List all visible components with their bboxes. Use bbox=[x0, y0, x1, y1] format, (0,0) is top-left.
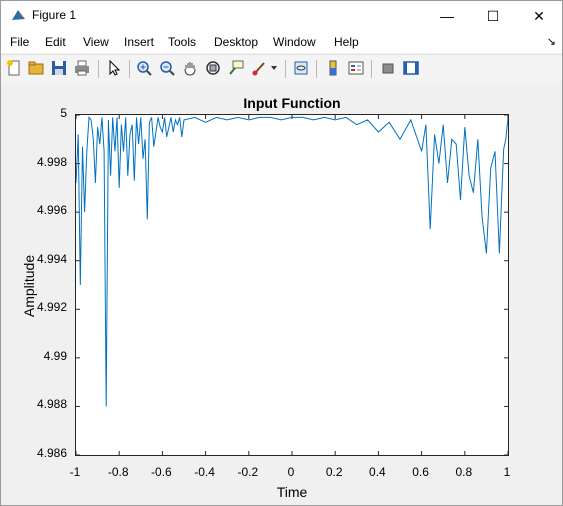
y-tick-label: 4.994 bbox=[36, 251, 67, 266]
x-tick-label: 0.4 bbox=[369, 465, 386, 479]
pointer-icon[interactable] bbox=[105, 59, 123, 77]
x-tick-label: 0.2 bbox=[325, 465, 343, 479]
open-file-icon[interactable] bbox=[27, 59, 45, 77]
menu-file[interactable]: File bbox=[10, 35, 30, 49]
print-icon[interactable] bbox=[73, 59, 91, 77]
new-figure-icon[interactable] bbox=[5, 59, 23, 77]
plot-axes[interactable] bbox=[75, 114, 509, 456]
pan-icon[interactable] bbox=[181, 59, 199, 77]
menu-window[interactable]: Window bbox=[273, 35, 316, 49]
x-tick-label: 0 bbox=[287, 465, 295, 479]
menu-tools[interactable]: Tools bbox=[168, 35, 197, 49]
insert-colorbar-icon[interactable] bbox=[324, 59, 342, 77]
y-tick-label: 4.996 bbox=[36, 203, 67, 218]
figure-canvas[interactable]: Input Function 5 4.998 4.996 4.994 4.992 4.99… bbox=[1, 83, 562, 505]
figure-toolbar bbox=[1, 54, 562, 84]
menu-insert[interactable]: Insert bbox=[124, 35, 155, 49]
line-plot bbox=[76, 115, 508, 455]
y-tick-label: 4.988 bbox=[36, 397, 67, 412]
zoom-out-icon[interactable] bbox=[158, 59, 176, 77]
y-axis-label: Amplitude bbox=[21, 254, 37, 318]
x-tick-label: 1 bbox=[503, 465, 511, 479]
x-tick-label: -0.8 bbox=[107, 465, 129, 479]
brush-dropdown-icon[interactable] bbox=[269, 59, 279, 77]
maximize-icon: ☐ bbox=[486, 7, 500, 24]
y-tick-label: 4.992 bbox=[36, 300, 67, 315]
y-tick-label: 5 bbox=[60, 106, 67, 120]
save-icon[interactable] bbox=[50, 59, 68, 77]
x-tick-label: 0.6 bbox=[412, 465, 429, 479]
x-tick-label: 0.8 bbox=[455, 465, 473, 479]
link-plot-icon[interactable] bbox=[292, 59, 310, 77]
chart-title: Input Function bbox=[243, 95, 341, 111]
insert-legend-icon[interactable] bbox=[347, 59, 365, 77]
x-tick-label: -0.4 bbox=[194, 465, 215, 479]
title-bar[interactable]: Figure 1 — ☐ ✕ bbox=[1, 1, 562, 31]
menu-view[interactable]: View bbox=[83, 35, 109, 49]
show-plot-tools-icon[interactable] bbox=[402, 59, 420, 77]
x-axis-label: Time bbox=[276, 484, 308, 500]
dock-arrow-icon[interactable]: ↘ bbox=[546, 36, 556, 48]
series-line bbox=[76, 116, 508, 407]
zoom-in-icon[interactable] bbox=[135, 59, 153, 77]
menu-help[interactable]: Help bbox=[334, 35, 359, 49]
minimize-button[interactable]: — bbox=[424, 1, 470, 31]
close-button[interactable]: ✕ bbox=[516, 1, 562, 31]
minimize-icon: — bbox=[440, 8, 454, 24]
rotate-3d-icon[interactable] bbox=[204, 59, 222, 77]
close-icon: ✕ bbox=[533, 7, 545, 24]
menu-desktop[interactable]: Desktop bbox=[214, 35, 259, 49]
maximize-button[interactable]: ☐ bbox=[470, 1, 516, 31]
y-tick-label: 4.99 bbox=[43, 348, 67, 363]
data-cursor-icon[interactable] bbox=[227, 59, 245, 77]
y-tick-label: 4.998 bbox=[36, 154, 67, 169]
x-tick-label: -0.6 bbox=[151, 465, 172, 479]
brush-icon[interactable] bbox=[250, 59, 268, 77]
x-tick-label: -1 bbox=[69, 465, 81, 479]
y-tick-label: 4.986 bbox=[36, 446, 67, 460]
menu-edit[interactable]: Edit bbox=[45, 35, 66, 49]
x-tick-label: -0.2 bbox=[237, 465, 259, 479]
menu-bar: File Edit View Insert Tools Desktop Wind… bbox=[1, 31, 562, 53]
matlab-logo-icon bbox=[12, 10, 25, 20]
window-title: Figure 1 bbox=[32, 8, 77, 22]
hide-plot-tools-icon[interactable] bbox=[379, 59, 397, 77]
